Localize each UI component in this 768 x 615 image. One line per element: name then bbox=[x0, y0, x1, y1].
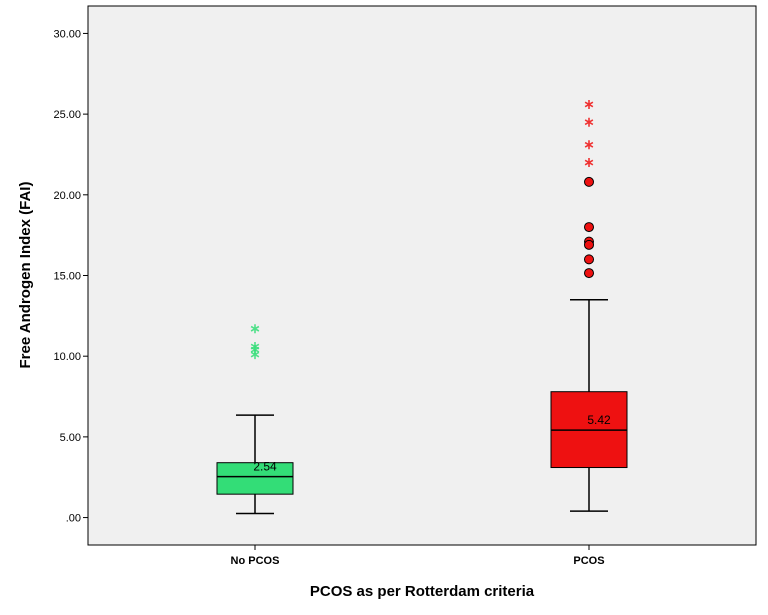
y-axis-title: Free Androgen Index (FAI) bbox=[17, 182, 34, 369]
y-tick-label: 20.00 bbox=[53, 190, 81, 202]
box-group-pcos: 5.42 bbox=[550, 99, 628, 512]
y-axis: .00 5.00 10.00 15.00 20.00 25.00 30.00 bbox=[53, 28, 88, 525]
box-group-no-pcos: 2.54 bbox=[216, 324, 294, 515]
outlier-star bbox=[584, 117, 594, 127]
plot-background bbox=[87, 5, 757, 546]
y-tick-label: 25.00 bbox=[53, 109, 81, 121]
y-tick-label: .00 bbox=[66, 513, 81, 525]
x-axis-title: PCOS as per Rotterdam criteria bbox=[310, 583, 535, 600]
y-tick-label: 15.00 bbox=[53, 271, 81, 283]
outlier-star bbox=[250, 350, 260, 360]
outlier-circle bbox=[584, 222, 594, 233]
y-tick-label: 5.00 bbox=[60, 432, 81, 444]
median-label: 5.42 bbox=[587, 413, 611, 427]
y-tick-label: 30.00 bbox=[53, 28, 81, 40]
box-groups: 2.54 5.42 bbox=[216, 99, 628, 515]
y-tick-label: 10.00 bbox=[53, 351, 81, 363]
outlier-star bbox=[584, 158, 594, 168]
outlier-star bbox=[250, 324, 260, 334]
median-label: 2.54 bbox=[253, 460, 277, 474]
outlier-star bbox=[584, 140, 594, 150]
outlier-circle bbox=[584, 254, 594, 265]
x-tick-label-pcos: PCOS bbox=[573, 555, 604, 567]
x-tick-label-no-pcos: No PCOS bbox=[231, 555, 280, 567]
outlier-circle bbox=[584, 239, 594, 250]
outlier-circle bbox=[584, 268, 594, 279]
x-axis: No PCOS PCOS bbox=[231, 545, 605, 567]
outlier-star bbox=[584, 99, 594, 109]
outlier-circle bbox=[584, 176, 594, 187]
iqr-box bbox=[216, 462, 294, 495]
